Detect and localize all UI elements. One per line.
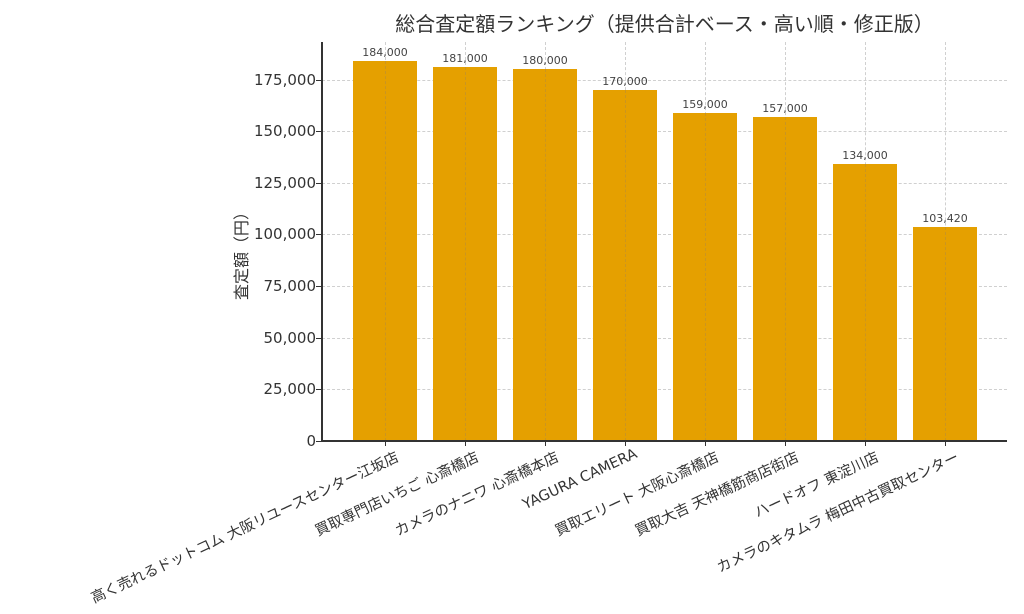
y-tick-label: 100,000 (253, 225, 316, 244)
gridline-vertical (945, 227, 946, 441)
y-tick-label: 75,000 (263, 277, 317, 296)
y-tick-mark (316, 389, 321, 391)
bar-value-label: 103,420 (922, 212, 968, 226)
gridline-horizontal (322, 79, 1007, 81)
x-tick-mark (625, 441, 626, 446)
x-tick-mark (785, 441, 786, 446)
y-tick-label: 50,000 (263, 328, 317, 347)
gridline-vertical (545, 69, 546, 441)
gridline-horizontal (322, 234, 1007, 236)
x-tick-mark (545, 441, 546, 446)
gridline-vertical (705, 112, 706, 441)
gridline-horizontal (322, 337, 1007, 339)
x-tick-mark (705, 441, 706, 446)
gridline-vertical (785, 116, 786, 441)
bar-value-label: 184,000 (362, 46, 408, 59)
x-tick-mark (945, 441, 946, 446)
y-tick-label: 0 (306, 432, 316, 450)
y-tick-label: 175,000 (253, 70, 316, 89)
bar-value-label: 181,000 (442, 52, 488, 66)
y-tick-label: 125,000 (253, 173, 316, 192)
y-tick-mark (316, 79, 321, 81)
y-tick-label: 150,000 (253, 122, 316, 141)
gridline-vertical (625, 89, 626, 441)
y-tick-mark (316, 234, 321, 236)
x-tick-mark (385, 441, 386, 446)
gridline-horizontal (322, 389, 1007, 391)
x-tick-mark (465, 441, 466, 446)
chart-title: 総合査定額ランキング（提供合計ベース・高い順・修正版） (395, 12, 934, 36)
y-tick-mark (316, 182, 321, 184)
bar-value-label: 159,000 (682, 97, 728, 111)
gridline-horizontal (322, 182, 1007, 184)
gridline-horizontal (322, 286, 1007, 288)
x-tick-label: 高く売れるドットコム 大阪リユースセンター江坂店 (88, 449, 402, 607)
bar-value-label: 180,000 (522, 54, 568, 68)
y-tick-mark (316, 286, 321, 288)
x-tick-mark (865, 441, 866, 446)
gridline-vertical (865, 164, 866, 441)
plot-area: 184,000 181,000 180,000 170,000 159,000 157,0… (322, 42, 1007, 441)
y-axis-label: 査定額（円） (232, 203, 251, 301)
y-tick-mark (316, 131, 321, 133)
gridline-vertical (465, 67, 466, 441)
gridline-horizontal (322, 131, 1007, 133)
bar-value-label: 134,000 (842, 149, 888, 163)
y-tick-mark (316, 441, 321, 442)
gridline-vertical (385, 61, 386, 441)
bar-value-label: 170,000 (602, 74, 648, 88)
y-tick-label: 25,000 (263, 380, 317, 399)
y-axis-line (321, 42, 323, 442)
x-axis-line (321, 440, 1007, 442)
y-tick-mark (316, 337, 321, 339)
bar-value-label: 157,000 (762, 101, 808, 115)
